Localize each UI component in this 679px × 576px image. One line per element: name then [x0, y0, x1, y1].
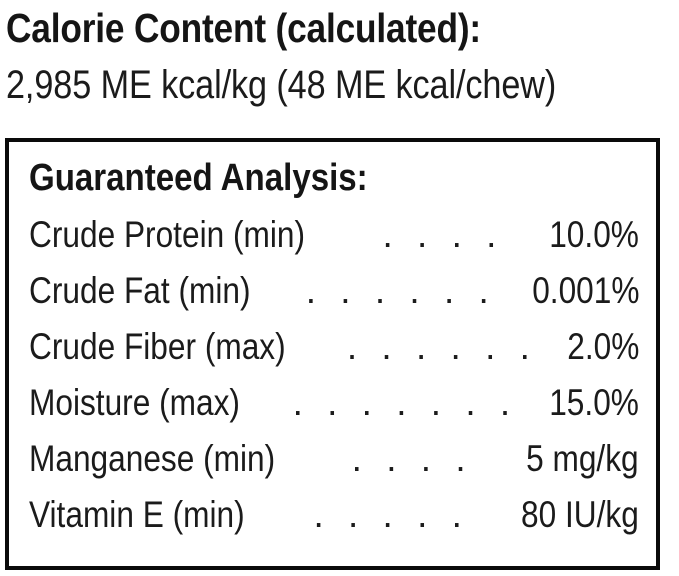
nutrient-name: Crude Fat (min): [29, 270, 251, 311]
nutrient-name: Crude Protein (min): [29, 214, 306, 255]
nutrient-amount: 10.0%: [549, 214, 639, 255]
dot-leader: . . . . .: [313, 494, 469, 535]
nutrient-amount: 80 IU/kg: [521, 494, 639, 535]
table-row: Vitamin E (min) . . . . . 80 IU/kg: [29, 487, 639, 543]
nutrient-amount: 15.0%: [549, 382, 639, 423]
nutrient-amount: 0.001%: [531, 270, 639, 311]
guaranteed-analysis-inner: Guaranteed Analysis: Crude Protein (min)…: [29, 150, 646, 543]
guaranteed-analysis-rows: Crude Protein (min) . . . . 10.0% Crude …: [29, 207, 646, 543]
table-row: Crude Fat (min) . . . . . . 0.001%: [29, 263, 639, 319]
nutrient-name: Crude Fiber (max): [29, 326, 286, 367]
nutrient-name: Vitamin E (min): [29, 494, 245, 535]
table-row: Moisture (max) . . . . . . . 15.0%: [29, 375, 639, 431]
guaranteed-analysis-box: Guaranteed Analysis: Crude Protein (min)…: [5, 138, 660, 570]
dot-leader: . . . . . .: [346, 326, 537, 367]
dot-leader: . . . .: [351, 438, 473, 479]
nutrient-amount: 5 mg/kg: [526, 438, 639, 479]
nutrient-name: Moisture (max): [29, 382, 240, 423]
dot-leader: . . . .: [382, 214, 504, 255]
dot-leader: . . . . . . .: [292, 382, 518, 423]
calorie-content-value: 2,985 ME kcal/kg (48 ME kcal/chew): [6, 63, 557, 107]
table-row: Manganese (min) . . . . 5 mg/kg: [29, 431, 639, 487]
nutrient-name: Manganese (min): [29, 438, 276, 479]
table-row: Crude Fiber (max) . . . . . . 2.0%: [29, 319, 639, 375]
calorie-content-heading: Calorie Content (calculated):: [6, 5, 482, 51]
table-row: Crude Protein (min) . . . . 10.0%: [29, 207, 639, 263]
dot-leader: . . . . . .: [305, 270, 496, 311]
guaranteed-analysis-heading: Guaranteed Analysis:: [29, 157, 368, 199]
nutrient-amount: 2.0%: [566, 326, 639, 367]
calorie-content-block: Calorie Content (calculated): 2,985 ME k…: [6, 0, 679, 113]
